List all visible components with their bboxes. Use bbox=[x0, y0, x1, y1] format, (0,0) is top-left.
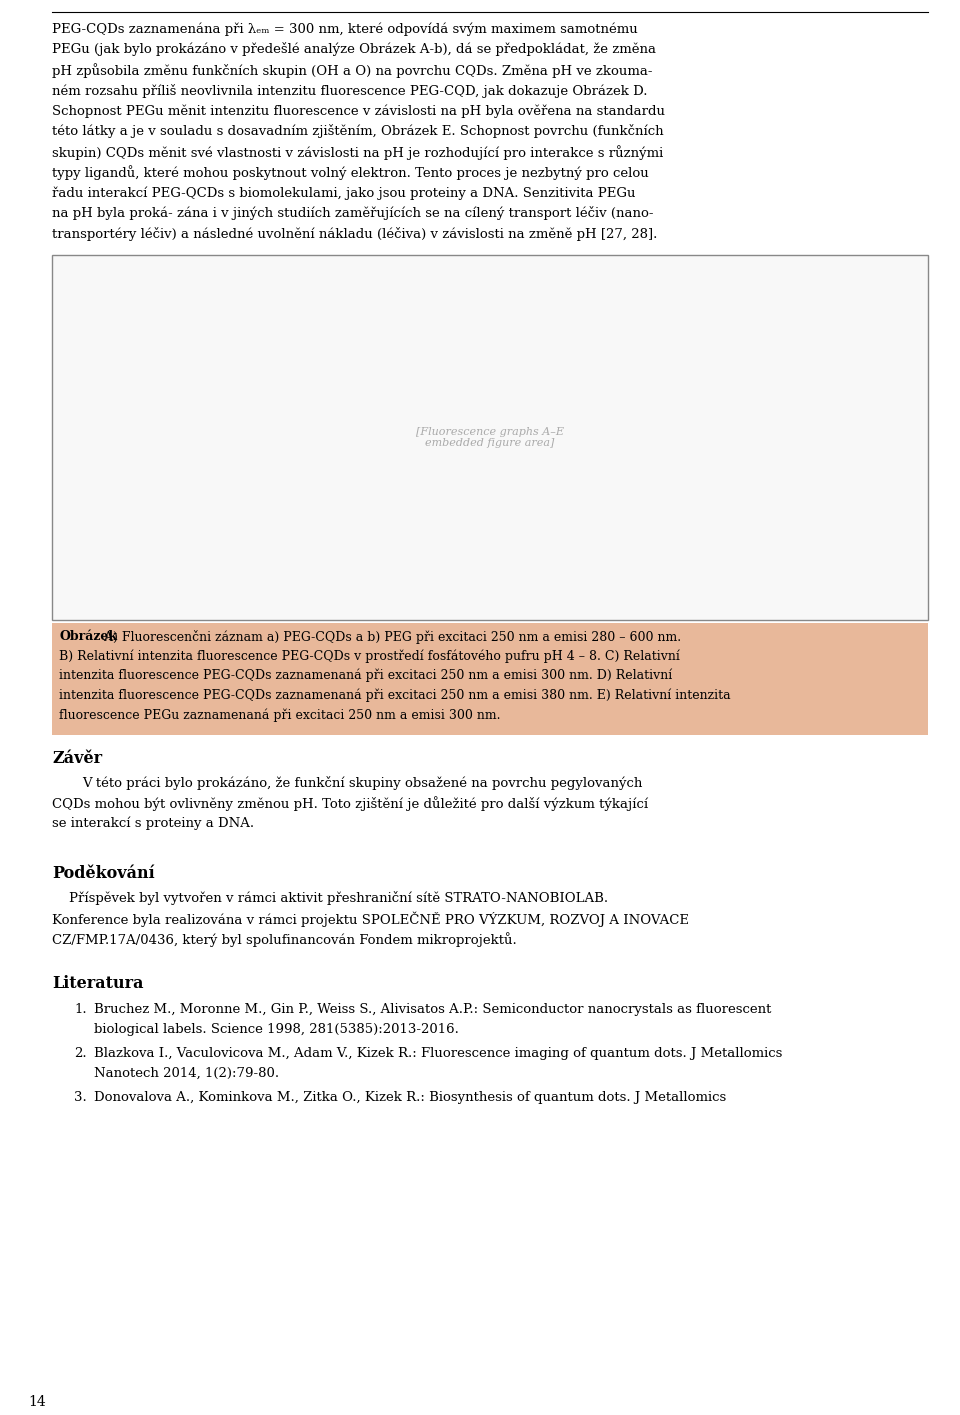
Text: skupin) CQDs měnit své vlastnosti v závislosti na pH je rozhodující pro interakc: skupin) CQDs měnit své vlastnosti v závi… bbox=[52, 144, 663, 160]
Text: 14: 14 bbox=[28, 1395, 46, 1409]
Text: Literatura: Literatura bbox=[52, 975, 143, 992]
Text: Bruchez M., Moronne M., Gin P., Weiss S., Alivisatos A.P.: Semiconductor nanocry: Bruchez M., Moronne M., Gin P., Weiss S.… bbox=[94, 1003, 772, 1016]
Bar bbox=[52, 623, 928, 734]
Text: Závěr: Závěr bbox=[52, 750, 102, 767]
Text: Obrázek: Obrázek bbox=[59, 630, 117, 642]
Text: A) Fluorescenčni záznam a) PEG-CQDs a b) PEG při excitaci 250 nm a emisi 280 – 6: A) Fluorescenčni záznam a) PEG-CQDs a b)… bbox=[100, 630, 681, 644]
Text: 3.: 3. bbox=[74, 1091, 86, 1104]
Text: biological labels. Science 1998, 281(5385):2013-2016.: biological labels. Science 1998, 281(538… bbox=[94, 1023, 459, 1036]
Text: Poděkování: Poděkování bbox=[52, 865, 155, 882]
Text: PEGu (jak bylo prokázáno v předešlé analýze Obrázek A-b), dá se předpokládat, že: PEGu (jak bylo prokázáno v předešlé anal… bbox=[52, 42, 656, 57]
Text: CZ/FMP.17A/0436, který byl spolufinancován Fondem mikroprojektů.: CZ/FMP.17A/0436, který byl spolufinancov… bbox=[52, 932, 516, 947]
Text: Příspěvek byl vytvořen v rámci aktivit přeshraniční sítě STRATO-NANOBIOLAB.: Příspěvek byl vytvořen v rámci aktivit p… bbox=[52, 891, 608, 906]
Text: intenzita fluorescence PEG-CQDs zaznamenaná při excitaci 250 nm a emisi 300 nm. : intenzita fluorescence PEG-CQDs zaznamen… bbox=[59, 669, 672, 682]
Text: této látky a je v souladu s dosavadním zjištěním, Obrázek E. Schopnost povrchu (: této látky a je v souladu s dosavadním z… bbox=[52, 125, 663, 139]
Text: [Fluorescence graphs A–E
embedded figure area]: [Fluorescence graphs A–E embedded figure… bbox=[416, 427, 564, 449]
Text: Blazkova I., Vaculovicova M., Adam V., Kizek R.: Fluorescence imaging of quantum: Blazkova I., Vaculovicova M., Adam V., K… bbox=[94, 1047, 782, 1060]
Text: Konference byla realizována v rámci projektu SPOLEČNĚ PRO VÝZKUM, ROZVOJ A INOVA: Konference byla realizována v rámci proj… bbox=[52, 911, 689, 927]
Text: fluorescence PEGu zaznamenaná při excitaci 250 nm a emisi 300 nm.: fluorescence PEGu zaznamenaná při excita… bbox=[59, 708, 500, 722]
Bar bbox=[52, 255, 928, 620]
Text: B) Relativní intenzita fluorescence PEG-CQDs v prostředí fosfátového pufru pH 4 : B) Relativní intenzita fluorescence PEG-… bbox=[59, 649, 680, 664]
Text: pH způsobila změnu funkčních skupin (OH a O) na povrchu CQDs. Změna pH ve zkouma: pH způsobila změnu funkčních skupin (OH … bbox=[52, 64, 653, 78]
Text: ném rozsahu příliš neovlivnila intenzitu fluorescence PEG-CQD, jak dokazuje Obrá: ném rozsahu příliš neovlivnila intenzitu… bbox=[52, 83, 647, 98]
Text: řadu interakcí PEG-QCDs s biomolekulami, jako jsou proteiny a DNA. Senzitivita P: řadu interakcí PEG-QCDs s biomolekulami,… bbox=[52, 185, 636, 200]
Text: 1.: 1. bbox=[74, 1003, 86, 1016]
Text: intenzita fluorescence PEG-CQDs zaznamenaná při excitaci 250 nm a emisi 380 nm. : intenzita fluorescence PEG-CQDs zaznamen… bbox=[59, 689, 731, 702]
Text: V této práci bylo prokázáno, že funkční skupiny obsažené na povrchu pegylovaných: V této práci bylo prokázáno, že funkční … bbox=[82, 775, 642, 790]
Text: 2.: 2. bbox=[74, 1047, 86, 1060]
Text: na pH byla proká- zána i v jiných studiích zaměřujících se na cílený transport l: na pH byla proká- zána i v jiných studií… bbox=[52, 207, 654, 221]
Text: se interakcí s proteiny a DNA.: se interakcí s proteiny a DNA. bbox=[52, 816, 254, 831]
Text: PEG-CQDs zaznamenána při λₑₘ = 300 nm, které odpovídá svým maximem samotnému: PEG-CQDs zaznamenána při λₑₘ = 300 nm, k… bbox=[52, 23, 637, 35]
Text: typy ligandů, které mohou poskytnout volný elektron. Tento proces je nezbytný pr: typy ligandů, které mohou poskytnout vol… bbox=[52, 166, 649, 180]
Text: transportéry léčiv) a následné uvolnění nákladu (léčiva) v závislosti na změně p: transportéry léčiv) a následné uvolnění … bbox=[52, 226, 658, 241]
Text: Nanotech 2014, 1(2):79-80.: Nanotech 2014, 1(2):79-80. bbox=[94, 1067, 279, 1080]
Text: CQDs mohou být ovlivněny změnou pH. Toto zjištění je důležité pro další výzkum t: CQDs mohou být ovlivněny změnou pH. Toto… bbox=[52, 797, 648, 811]
Text: Schopnost PEGu měnit intenzitu fluorescence v závislosti na pH byla ověřena na s: Schopnost PEGu měnit intenzitu fluoresce… bbox=[52, 103, 665, 117]
Text: Donovalova A., Kominkova M., Zitka O., Kizek R.: Biosynthesis of quantum dots. J: Donovalova A., Kominkova M., Zitka O., K… bbox=[94, 1091, 727, 1104]
